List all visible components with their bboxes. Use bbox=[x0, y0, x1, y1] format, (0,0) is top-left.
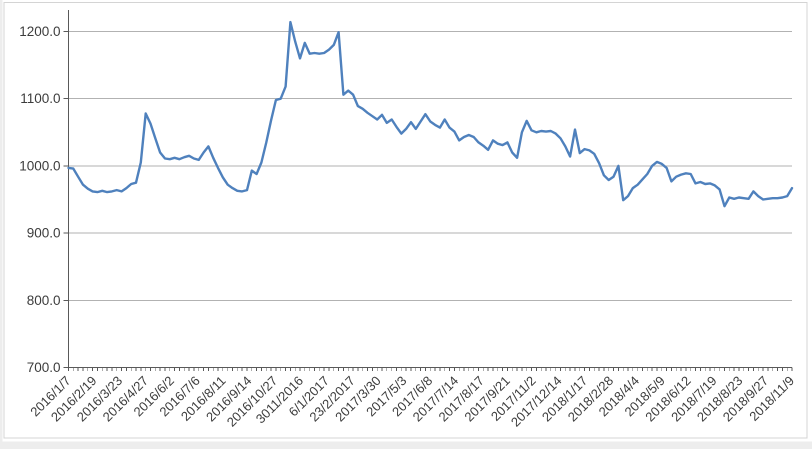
y-tick-labels: 1200.0 1100.0 1000.0 900.0 800.0 700.0 bbox=[19, 24, 60, 375]
y-gridlines bbox=[68, 31, 792, 301]
outer-margin-left bbox=[0, 0, 3, 449]
y-tick-label: 900.0 bbox=[27, 226, 61, 241]
y-tick-label: 1000.0 bbox=[19, 158, 60, 173]
y-tick-label: 700.0 bbox=[27, 360, 61, 375]
y-tick-label: 1100.0 bbox=[20, 91, 60, 106]
y-tick-label: 800.0 bbox=[27, 293, 61, 308]
data-series-line bbox=[67, 20, 794, 208]
outer-margin-bottom bbox=[0, 441, 812, 449]
y-tick-marks bbox=[63, 31, 69, 368]
axes bbox=[63, 10, 792, 369]
y-tick-label: 1200.0 bbox=[19, 24, 60, 39]
chart-border bbox=[3, 2, 808, 439]
x-tick-marks bbox=[68, 367, 793, 371]
